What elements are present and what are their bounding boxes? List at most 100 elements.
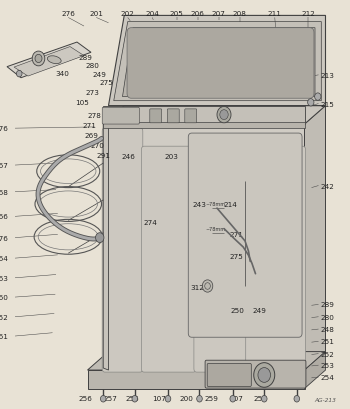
Polygon shape	[103, 106, 326, 125]
Text: 275: 275	[229, 254, 243, 260]
Text: 249: 249	[252, 307, 266, 313]
Circle shape	[294, 396, 300, 402]
Circle shape	[217, 107, 231, 124]
Circle shape	[308, 99, 314, 107]
Text: 105: 105	[75, 100, 89, 106]
Text: 208: 208	[233, 11, 247, 17]
Circle shape	[165, 396, 171, 402]
Circle shape	[35, 55, 42, 63]
FancyBboxPatch shape	[205, 360, 306, 388]
Text: 280: 280	[320, 314, 334, 320]
Text: 207: 207	[212, 11, 226, 17]
Text: 278: 278	[88, 112, 102, 118]
Text: 271: 271	[82, 123, 96, 128]
Circle shape	[202, 280, 213, 292]
Text: 243: 243	[193, 202, 206, 207]
Text: 107: 107	[229, 395, 243, 400]
Text: 266: 266	[0, 214, 9, 220]
FancyBboxPatch shape	[102, 128, 143, 372]
Text: 206: 206	[191, 11, 205, 17]
Text: ~78mm: ~78mm	[205, 226, 225, 231]
Text: 214: 214	[223, 202, 237, 207]
Text: 261: 261	[0, 333, 9, 339]
Text: 271: 271	[229, 231, 243, 237]
Polygon shape	[88, 370, 304, 389]
Circle shape	[96, 233, 104, 243]
Circle shape	[16, 71, 22, 78]
Text: 276: 276	[61, 11, 75, 17]
Circle shape	[132, 396, 138, 402]
Text: 267: 267	[0, 163, 9, 169]
Text: 251: 251	[320, 339, 334, 344]
FancyBboxPatch shape	[188, 134, 302, 337]
FancyBboxPatch shape	[102, 108, 139, 125]
Text: 280: 280	[86, 63, 100, 69]
Text: 312: 312	[191, 284, 205, 290]
Text: 246: 246	[122, 153, 136, 159]
Text: 215: 215	[320, 101, 334, 107]
Text: 201: 201	[89, 11, 103, 17]
Text: 268: 268	[0, 189, 9, 195]
FancyBboxPatch shape	[127, 29, 314, 99]
Text: 264: 264	[0, 256, 9, 261]
Text: 340: 340	[55, 71, 69, 76]
Text: AG-213: AG-213	[314, 398, 336, 402]
Circle shape	[315, 94, 321, 101]
FancyBboxPatch shape	[246, 147, 306, 372]
FancyBboxPatch shape	[141, 147, 196, 372]
Ellipse shape	[47, 56, 61, 65]
Polygon shape	[88, 352, 326, 370]
Text: 213: 213	[320, 73, 334, 79]
Text: 263: 263	[0, 275, 9, 281]
Text: 212: 212	[301, 11, 315, 17]
Text: 211: 211	[268, 11, 282, 17]
FancyBboxPatch shape	[167, 110, 179, 124]
Polygon shape	[304, 352, 326, 389]
Text: 269: 269	[85, 133, 99, 139]
Text: 256: 256	[79, 395, 93, 400]
Text: 204: 204	[145, 11, 159, 17]
Text: 273: 273	[86, 90, 100, 96]
Polygon shape	[103, 125, 108, 370]
Polygon shape	[103, 125, 304, 370]
Text: 249: 249	[93, 72, 107, 77]
FancyBboxPatch shape	[194, 147, 248, 372]
Text: 260: 260	[0, 294, 9, 300]
Text: 250: 250	[230, 307, 244, 313]
Text: 252: 252	[0, 314, 9, 320]
Text: 289: 289	[79, 55, 93, 61]
Circle shape	[254, 363, 275, 387]
Text: 289: 289	[320, 302, 334, 308]
FancyBboxPatch shape	[207, 364, 251, 387]
Polygon shape	[108, 16, 326, 106]
Text: 276: 276	[0, 235, 9, 241]
Text: 274: 274	[144, 220, 158, 226]
Text: 107: 107	[152, 395, 166, 400]
Text: 242: 242	[320, 183, 334, 189]
Circle shape	[230, 396, 236, 402]
Circle shape	[220, 110, 228, 120]
Polygon shape	[304, 106, 326, 370]
Text: 259: 259	[205, 395, 219, 400]
Polygon shape	[14, 47, 84, 77]
Text: 257: 257	[254, 395, 268, 400]
Text: 205: 205	[170, 11, 184, 17]
Text: 270: 270	[90, 142, 104, 148]
Polygon shape	[114, 22, 321, 101]
FancyBboxPatch shape	[185, 110, 197, 124]
Text: 257: 257	[103, 395, 117, 400]
Text: 291: 291	[96, 153, 110, 158]
Circle shape	[100, 396, 106, 402]
Text: 248: 248	[320, 326, 334, 332]
Polygon shape	[7, 43, 91, 79]
Text: 203: 203	[164, 153, 178, 159]
Polygon shape	[103, 106, 304, 125]
Text: ~78mm: ~78mm	[205, 202, 225, 207]
Text: 252: 252	[320, 351, 334, 357]
Text: 200: 200	[180, 395, 194, 400]
Text: 275: 275	[100, 80, 114, 85]
Text: 276: 276	[0, 126, 9, 132]
Text: 202: 202	[121, 11, 135, 17]
Polygon shape	[122, 29, 315, 97]
Circle shape	[258, 368, 271, 382]
